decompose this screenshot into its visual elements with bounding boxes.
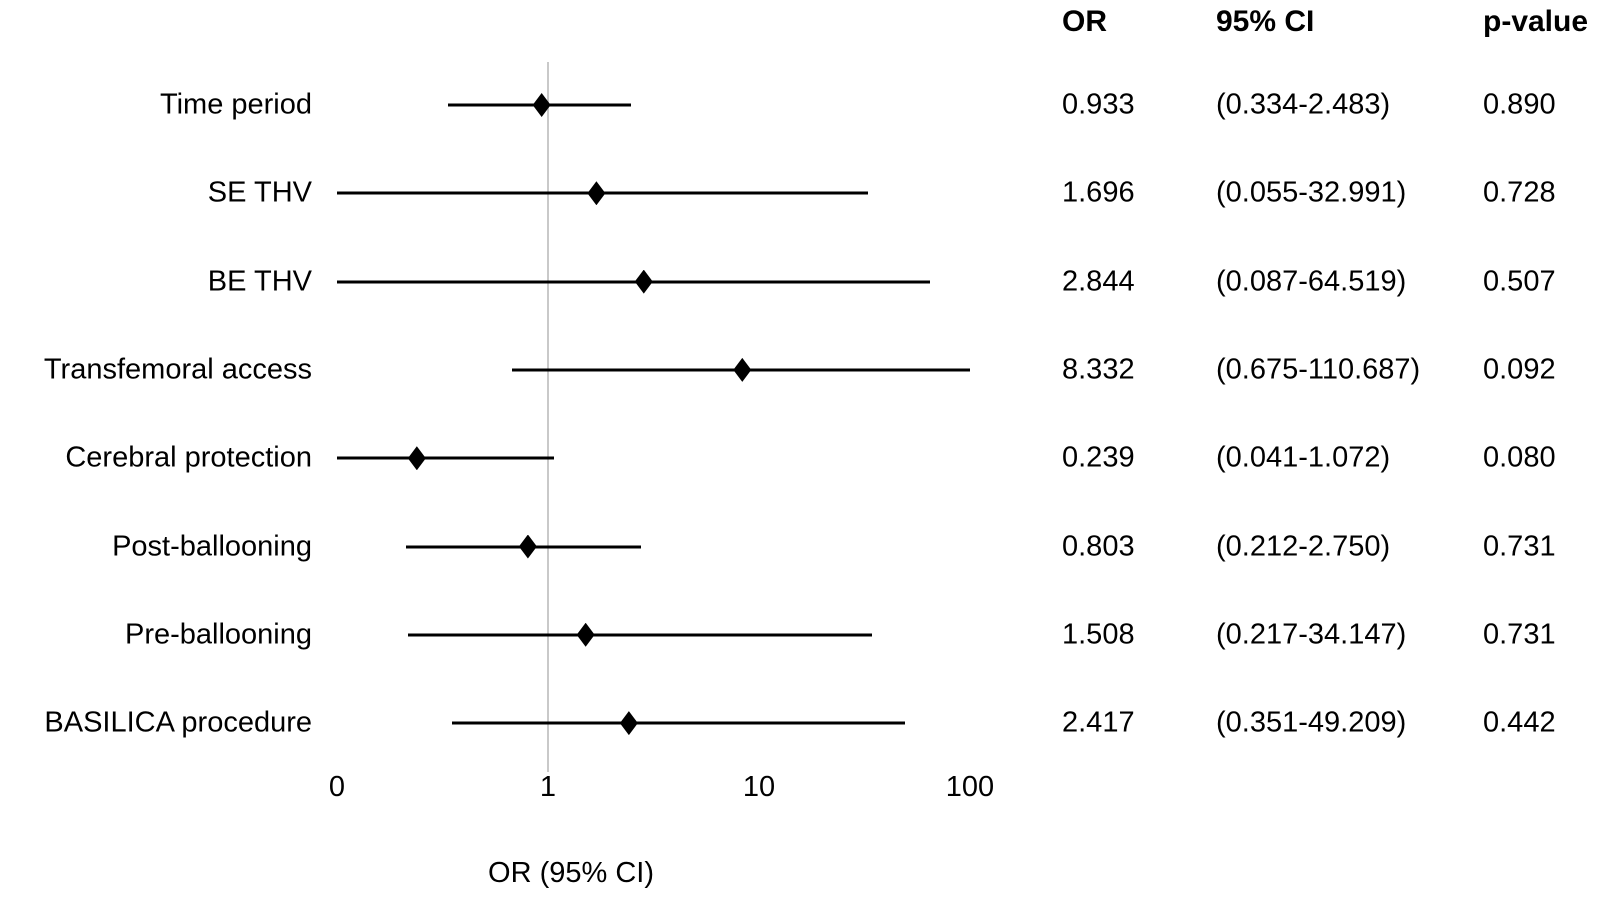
- table-cell-ci: (0.217-34.147): [1216, 618, 1407, 651]
- table-cell-p-value: 0.092: [1483, 353, 1556, 386]
- table-cell-p-value: 0.890: [1483, 88, 1556, 121]
- row-label: BASILICA procedure: [44, 706, 312, 739]
- table-cell-or: 1.508: [1062, 618, 1135, 651]
- x-axis-tick-label: 0: [328, 771, 346, 803]
- or-point-diamond: [518, 534, 537, 559]
- table-cell-p-value: 0.731: [1483, 530, 1556, 562]
- table-cell-ci: (0.212-2.750): [1216, 530, 1391, 562]
- table-cell-or: 1.696: [1062, 176, 1135, 209]
- or-point-diamond: [407, 446, 426, 471]
- table-cell-p-value: 0.080: [1483, 441, 1556, 474]
- or-point-diamond: [587, 181, 606, 206]
- ci-whisker: [337, 456, 555, 460]
- table-cell-ci: (0.351-49.209): [1216, 706, 1407, 739]
- or-point-diamond: [733, 357, 752, 382]
- table-cell-p-value: 0.728: [1483, 176, 1556, 209]
- row-label: Cerebral protection: [65, 441, 312, 474]
- ci-whisker: [337, 280, 930, 284]
- table-cell-p-value: 0.731: [1483, 618, 1556, 651]
- table-cell-or: 8.332: [1062, 353, 1135, 386]
- or-point-diamond: [532, 93, 551, 117]
- table-cell-ci: (0.055-32.991): [1216, 176, 1407, 209]
- table-cell-ci: (0.334-2.483): [1216, 88, 1391, 121]
- table-cell-p-value: 0.507: [1483, 265, 1556, 298]
- x-axis-tick-label: 10: [742, 771, 776, 803]
- table-cell-or: 0.239: [1062, 441, 1135, 474]
- x-axis-tick-label: 100: [945, 771, 995, 803]
- reference-line-or-1: [547, 62, 549, 772]
- ci-whisker: [452, 721, 905, 725]
- or-point-diamond: [634, 269, 653, 294]
- or-point-diamond: [619, 711, 638, 736]
- table-header-p-value: p-value: [1483, 5, 1589, 38]
- table-header-ci: 95% CI: [1216, 5, 1315, 38]
- row-label: SE THV: [207, 176, 312, 209]
- table-cell-ci: (0.087-64.519): [1216, 265, 1407, 298]
- row-label: Pre-ballooning: [124, 618, 312, 651]
- table-cell-or: 2.844: [1062, 265, 1135, 298]
- table-cell-or: 0.803: [1062, 530, 1135, 562]
- table-cell-ci: (0.041-1.072): [1216, 441, 1391, 474]
- row-label: Post-ballooning: [112, 530, 312, 562]
- ci-whisker: [407, 633, 872, 637]
- row-label: BE THV: [207, 265, 312, 298]
- table-cell-or: 0.933: [1062, 88, 1135, 121]
- x-axis-title: OR (95% CI): [488, 857, 654, 889]
- or-point-diamond: [576, 622, 595, 647]
- row-label: Transfemoral access: [43, 353, 312, 386]
- row-label: Time period: [159, 88, 312, 121]
- table-header-or: OR: [1062, 5, 1107, 38]
- table-cell-p-value: 0.442: [1483, 706, 1556, 739]
- table-cell-ci: (0.675-110.687): [1216, 353, 1421, 386]
- x-axis-tick-label: 1: [539, 771, 557, 803]
- table-cell-or: 2.417: [1062, 706, 1135, 739]
